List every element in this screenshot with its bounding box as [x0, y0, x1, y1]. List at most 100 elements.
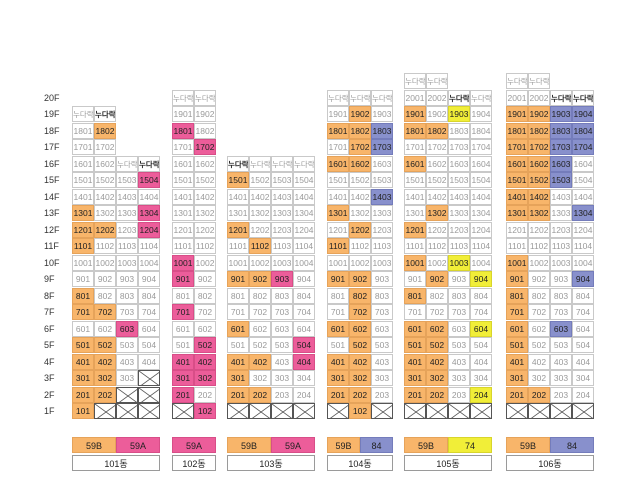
- nudarak-cell: 누다락: [172, 89, 194, 106]
- unit-cell: 1104: [138, 238, 160, 254]
- unit-cell: 302: [349, 370, 371, 386]
- unit-cell: 904: [572, 271, 594, 287]
- unit-cell: 1203: [271, 221, 293, 238]
- unit-cell: 602: [426, 320, 448, 337]
- unit-cell: 201: [72, 386, 94, 403]
- unit-cell: 704: [470, 304, 492, 320]
- unit-cell: 301: [72, 370, 94, 386]
- unit-cell: 603: [550, 320, 572, 337]
- unit-cell: 1301: [404, 205, 426, 221]
- unit-cell: 501: [404, 337, 426, 353]
- unit-cell: 1502: [249, 172, 271, 188]
- empty-unit-cell: [371, 403, 393, 419]
- unit-cell: 904: [293, 271, 315, 287]
- unit-cell: 703: [371, 304, 393, 320]
- empty-unit-cell: [172, 403, 194, 419]
- unit-cell: 1204: [293, 221, 315, 238]
- unit-cell: 503: [116, 337, 138, 353]
- unit-cell: 1004: [138, 254, 160, 271]
- empty-unit-cell: [227, 403, 249, 419]
- unit-cell: 1101: [327, 238, 349, 254]
- legend-59A: 59A: [271, 437, 315, 453]
- floor-label: 20F: [44, 92, 60, 103]
- unit-cell: 702: [349, 304, 371, 320]
- unit-cell: 1902: [194, 106, 216, 122]
- unit-cell: 1601: [72, 155, 94, 172]
- unit-cell: 1804: [470, 122, 492, 139]
- unit-cell: 303: [116, 370, 138, 386]
- unit-cell: 803: [371, 287, 393, 304]
- unit-cell: 1504: [293, 172, 315, 188]
- unit-cell: 603: [271, 320, 293, 337]
- unit-cell: 1303: [271, 205, 293, 221]
- unit-cell: 601: [227, 320, 249, 337]
- unit-cell: 1404: [293, 188, 315, 205]
- unit-cell: 1002: [194, 254, 216, 271]
- unit-cell: 601: [327, 320, 349, 337]
- unit-cell: 702: [426, 304, 448, 320]
- unit-cell: 604: [572, 320, 594, 337]
- unit-cell: 1802: [194, 122, 216, 139]
- unit-cell: 1301: [172, 205, 194, 221]
- unit-cell: 1204: [572, 221, 594, 238]
- unit-cell: 404: [572, 353, 594, 370]
- unit-cell: 1303: [550, 205, 572, 221]
- unit-cell: 1903: [448, 106, 470, 122]
- unit-cell: 802: [528, 287, 550, 304]
- building-name: 101동: [72, 455, 160, 471]
- unit-cell: 402: [528, 353, 550, 370]
- unit-cell: 902: [426, 271, 448, 287]
- nudarak-cell: 누다락: [506, 73, 528, 89]
- unit-cell: 402: [426, 353, 448, 370]
- unit-cell: 803: [448, 287, 470, 304]
- unit-cell: 1704: [470, 139, 492, 155]
- unit-cell: 501: [72, 337, 94, 353]
- unit-cell: 702: [528, 304, 550, 320]
- unit-cell: 402: [349, 353, 371, 370]
- unit-cell: 603: [116, 320, 138, 337]
- unit-cell: 603: [371, 320, 393, 337]
- unit-cell: 1101: [72, 238, 94, 254]
- unit-cell: 403: [371, 353, 393, 370]
- unit-cell: 1504: [470, 172, 492, 188]
- unit-cell: 303: [271, 370, 293, 386]
- unit-cell: 1603: [550, 155, 572, 172]
- unit-cell: 1402: [249, 188, 271, 205]
- unit-cell: 1803: [448, 122, 470, 139]
- unit-cell: 702: [94, 304, 116, 320]
- unit-cell: 1203: [116, 221, 138, 238]
- unit-cell: 1903: [371, 106, 393, 122]
- unit-cell: 1102: [94, 238, 116, 254]
- unit-cell: 604: [470, 320, 492, 337]
- unit-cell: 1701: [506, 139, 528, 155]
- unit-cell: 301: [506, 370, 528, 386]
- unit-cell: 1702: [349, 139, 371, 155]
- unit-cell: 1701: [72, 139, 94, 155]
- unit-cell: 903: [550, 271, 572, 287]
- unit-cell: 1501: [327, 172, 349, 188]
- unit-cell: 804: [138, 287, 160, 304]
- unit-cell: 1401: [506, 188, 528, 205]
- unit-cell: 1004: [470, 254, 492, 271]
- unit-cell: 701: [327, 304, 349, 320]
- unit-cell: 502: [349, 337, 371, 353]
- unit-cell: 1201: [172, 221, 194, 238]
- empty-unit-cell: [94, 403, 116, 419]
- unit-cell: 1103: [371, 238, 393, 254]
- empty-unit-cell: [550, 403, 572, 419]
- unit-cell: 1204: [138, 221, 160, 238]
- nudarak-cell: 누다락: [550, 89, 572, 106]
- unit-cell: 2001: [506, 89, 528, 106]
- unit-cell: 1002: [94, 254, 116, 271]
- unit-cell: 901: [72, 271, 94, 287]
- unit-cell: 1202: [349, 221, 371, 238]
- unit-cell: 1601: [404, 155, 426, 172]
- unit-cell: 903: [371, 271, 393, 287]
- unit-cell: 202: [94, 386, 116, 403]
- empty-unit-cell: [572, 403, 594, 419]
- unit-cell: 901: [327, 271, 349, 287]
- unit-cell: 1202: [249, 221, 271, 238]
- unit-cell: 201: [506, 386, 528, 403]
- unit-cell: 502: [249, 337, 271, 353]
- unit-cell: 1904: [572, 106, 594, 122]
